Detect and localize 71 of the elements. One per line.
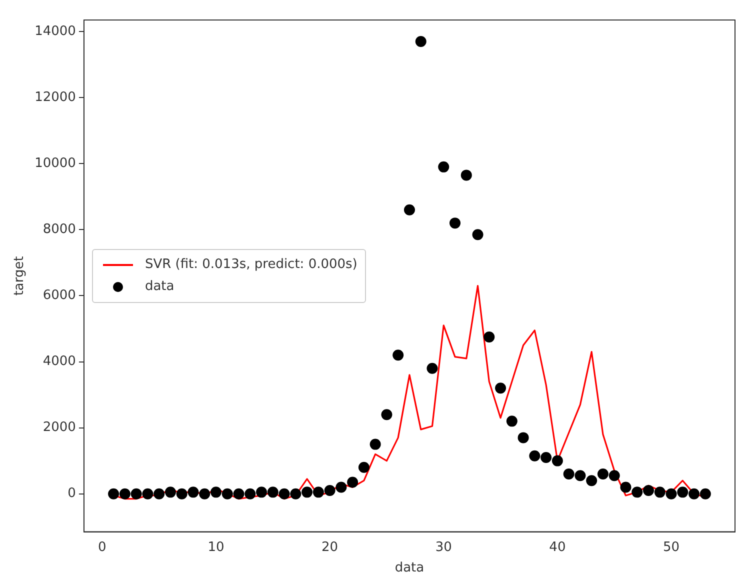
point — [347, 476, 358, 488]
x-axis-title: data — [394, 560, 424, 576]
point — [130, 488, 142, 500]
point — [529, 450, 540, 462]
point — [336, 482, 347, 493]
point — [415, 36, 426, 47]
point — [119, 488, 130, 500]
point — [244, 488, 256, 500]
point — [324, 485, 336, 496]
point — [199, 488, 210, 500]
x-tick-label: 0 — [98, 540, 106, 555]
point — [222, 488, 233, 500]
point — [438, 161, 450, 172]
point — [188, 486, 199, 498]
legend-label: SVR (fit: 0.013s, predict: 0.000s) — [144, 256, 358, 274]
point — [176, 488, 188, 500]
point — [392, 350, 404, 361]
y-tick-label: 4000 — [42, 354, 76, 370]
point — [460, 170, 472, 181]
point — [632, 486, 643, 498]
point — [597, 468, 608, 480]
point — [267, 486, 278, 498]
legend-label: data — [144, 278, 174, 296]
point — [666, 488, 677, 500]
point — [278, 488, 290, 500]
y-tick-label: 14000 — [34, 24, 76, 39]
point — [506, 416, 518, 427]
point — [552, 455, 563, 466]
point — [563, 468, 574, 480]
point — [574, 470, 586, 482]
point — [358, 462, 370, 473]
point — [404, 204, 415, 216]
point — [164, 486, 176, 498]
y-axis-title: target — [12, 256, 28, 296]
point — [495, 382, 506, 394]
y-tick-label: 10000 — [34, 156, 76, 172]
y-tick-label: 8000 — [42, 222, 76, 238]
point — [484, 331, 495, 342]
point — [312, 486, 324, 498]
point — [302, 486, 313, 498]
point — [586, 475, 598, 486]
point — [142, 488, 154, 500]
point — [154, 488, 165, 500]
y-tick-label: 0 — [68, 486, 76, 502]
point — [210, 486, 222, 498]
point — [426, 362, 438, 374]
point — [608, 470, 620, 482]
y-tick-label: 12000 — [34, 90, 76, 105]
point — [233, 488, 244, 500]
x-tick-label: 30 — [435, 540, 452, 555]
point — [700, 488, 711, 500]
point — [290, 488, 302, 500]
point — [370, 438, 381, 450]
x-tick-label: 50 — [662, 540, 680, 555]
x-tick-label: 20 — [322, 540, 338, 555]
y-tick-label: 6000 — [42, 288, 76, 304]
point — [642, 485, 654, 496]
point — [620, 482, 632, 493]
point — [540, 452, 552, 464]
point — [472, 229, 484, 240]
point — [450, 218, 461, 229]
x-tick-label: 10 — [208, 540, 224, 555]
point — [381, 409, 392, 420]
y-tick-label: 2000 — [42, 420, 76, 436]
point — [688, 488, 700, 500]
point — [654, 486, 666, 498]
point — [518, 432, 529, 444]
x-tick-label: 40 — [549, 540, 566, 555]
point — [677, 486, 688, 498]
point — [256, 486, 268, 498]
point — [108, 488, 120, 500]
